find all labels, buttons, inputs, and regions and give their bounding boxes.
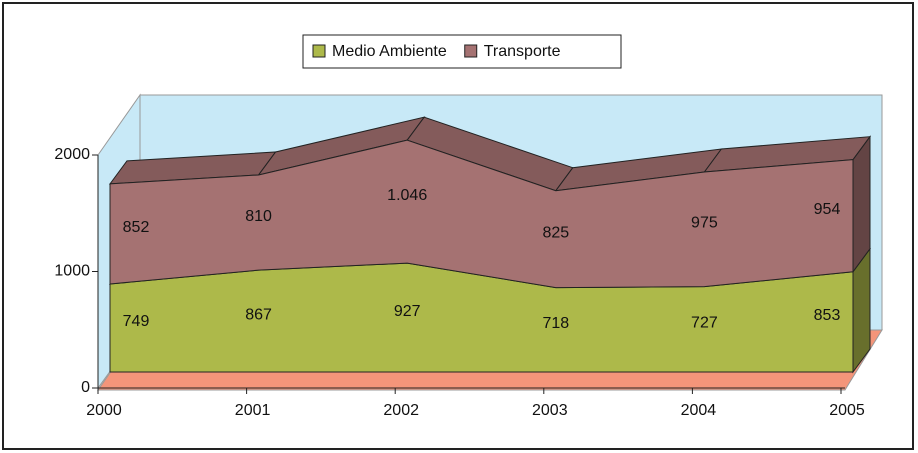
data-label: 810 <box>245 208 272 225</box>
legend-label: Transporte <box>484 43 561 60</box>
x-tick-label: 2004 <box>681 402 717 419</box>
legend-label: Medio Ambiente <box>332 43 447 60</box>
data-label: 825 <box>542 224 569 241</box>
x-tick-label: 2001 <box>235 402 271 419</box>
area-side <box>852 135 871 274</box>
data-label: 975 <box>691 215 718 232</box>
legend-swatch <box>312 44 326 58</box>
data-label: 927 <box>394 303 421 320</box>
y-tick-label: 1000 <box>54 263 90 280</box>
y-tick-label: 2000 <box>54 146 90 163</box>
data-label: 1.046 <box>387 187 427 204</box>
data-label: 718 <box>542 315 569 332</box>
data-label: 727 <box>691 315 718 332</box>
x-tick-label: 2002 <box>383 402 419 419</box>
y-tick-label: 0 <box>81 379 90 396</box>
data-label: 867 <box>245 306 272 323</box>
data-label: 853 <box>814 307 841 324</box>
legend-swatch <box>464 44 478 58</box>
x-tick-label: 2003 <box>532 402 568 419</box>
data-label: 749 <box>123 313 150 330</box>
data-label: 954 <box>814 201 841 218</box>
legend <box>302 34 622 69</box>
x-tick-label: 2005 <box>829 402 865 419</box>
data-label: 852 <box>123 219 150 236</box>
x-tick-label: 2000 <box>86 402 122 419</box>
